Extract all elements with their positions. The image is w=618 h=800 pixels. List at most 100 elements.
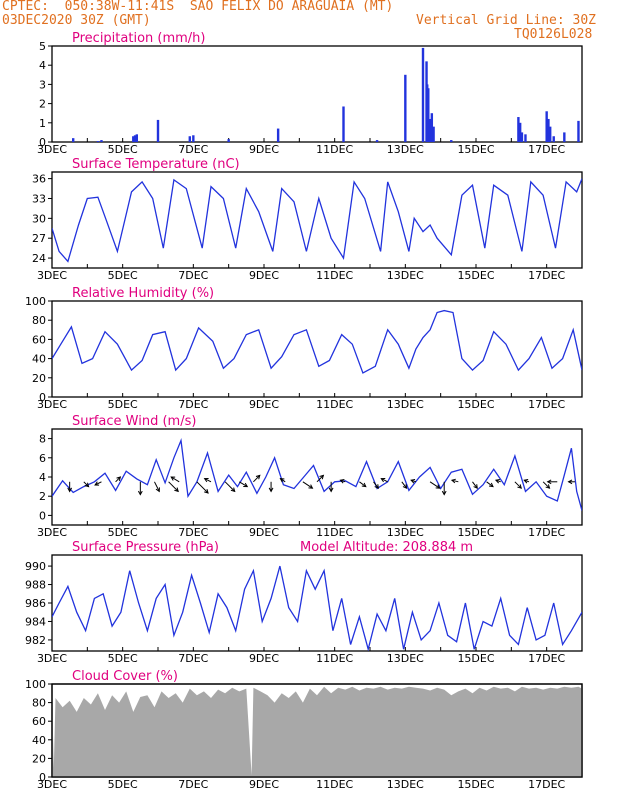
precip-bar xyxy=(427,88,430,142)
panel-title: Surface Temperature (nC) xyxy=(72,157,240,172)
y-tick-label: 4 xyxy=(39,471,46,484)
x-tick-label: 3DEC xyxy=(37,652,67,665)
wind-arrow-head xyxy=(435,484,441,489)
x-tick-label: 11DEC xyxy=(316,398,353,411)
wind-arrow-head xyxy=(174,487,179,493)
wind-arrow xyxy=(196,481,209,494)
panel-frame xyxy=(51,428,583,526)
y-tick-label: 6 xyxy=(39,452,46,465)
wind-arrow xyxy=(253,475,261,483)
wind-arrow xyxy=(486,481,494,488)
precip-bar xyxy=(133,135,137,142)
wind-arrow-head xyxy=(268,487,274,493)
x-tick-label: 13DEC xyxy=(387,778,424,791)
y-tick-label: 5 xyxy=(39,40,46,53)
wind-arrow-head xyxy=(523,478,529,484)
x-tick-label: 15DEC xyxy=(457,652,494,665)
x-tick-label: 7DEC xyxy=(178,526,208,539)
y-tick-label: 100 xyxy=(25,295,46,308)
y-tick-label: 27 xyxy=(32,232,46,245)
y-tick-label: 40 xyxy=(32,353,46,366)
wind-arrow-head xyxy=(67,487,73,493)
x-tick-label: 15DEC xyxy=(457,269,494,282)
series-line-wind xyxy=(52,437,582,511)
x-tick-label: 11DEC xyxy=(316,652,353,665)
y-tick-label: 0 xyxy=(39,391,46,404)
y-tick-label: 988 xyxy=(25,579,46,592)
wind-arrow-head xyxy=(494,478,500,484)
precip-bar xyxy=(192,135,195,142)
y-tick-label: 986 xyxy=(25,597,46,610)
wind-arrow xyxy=(94,481,102,486)
wind-arrow-head xyxy=(374,484,379,490)
series-line-temp xyxy=(52,178,582,263)
panel-cloud: Cloud Cover (%) 0 20 40 60 80 100 3DEC 5DEC 7DEC 9… xyxy=(25,669,583,791)
wind-arrow-head xyxy=(243,482,249,488)
precip-bar xyxy=(72,138,75,142)
x-tick-label: 3DEC xyxy=(37,398,67,411)
y-tick-label: 24 xyxy=(32,252,46,265)
panel-extra-label: Model Altitude: 208.884 m xyxy=(300,540,473,555)
y-tick-label: 100 xyxy=(25,678,46,691)
x-tick-label: 3DEC xyxy=(37,526,67,539)
panel-title: Relative Humidity (%) xyxy=(72,286,214,301)
y-tick-label: 20 xyxy=(32,372,46,385)
wind-arrow-head xyxy=(203,477,209,483)
precip-bar xyxy=(545,111,548,142)
precip-bar xyxy=(450,140,453,142)
header-station: CPTEC: 050:38W-11:41S SAO FELIX DO ARAGU… xyxy=(2,0,394,14)
x-tick-label: 11DEC xyxy=(316,526,353,539)
wind-arrow-head xyxy=(170,476,176,481)
wind-arrow-head xyxy=(361,482,367,488)
wind-arrow xyxy=(239,481,248,488)
panel-frame xyxy=(51,554,583,652)
series-line-pres xyxy=(52,565,582,651)
header-run-time: 03DEC2020 30Z (GMT) xyxy=(2,13,151,28)
wind-arrow xyxy=(542,481,550,489)
precip-bar xyxy=(342,106,345,142)
x-tick-label: 5DEC xyxy=(108,269,138,282)
wind-arrow-head xyxy=(402,484,408,490)
x-tick-label: 7DEC xyxy=(178,143,208,156)
panel-title: Surface Pressure (hPa) xyxy=(72,540,219,555)
y-tick-label: 8 xyxy=(39,433,46,446)
panel-temp: Surface Temperature (nC) 24 27 30 33 36 3DEC 5D… xyxy=(32,157,583,282)
x-tick-label: 17DEC xyxy=(528,143,565,156)
x-tick-label: 15DEC xyxy=(457,143,494,156)
precip-bar xyxy=(563,132,566,142)
y-tick-label: 33 xyxy=(32,192,46,205)
y-tick-label: 0 xyxy=(39,771,46,784)
y-tick-label: 3 xyxy=(39,78,46,91)
precip-bar xyxy=(135,134,138,142)
wind-arrow xyxy=(316,475,324,483)
x-tick-label: 17DEC xyxy=(528,398,565,411)
x-tick-label: 11DEC xyxy=(316,269,353,282)
panel-wind: Surface Wind (m/s) 0 2 4 6 8 3DEC 5DEC 7DEC 9DEC 1… xyxy=(37,414,583,539)
x-tick-label: 3DEC xyxy=(37,269,67,282)
wind-arrow-head xyxy=(546,479,552,485)
wind-arrow-head xyxy=(84,482,90,488)
wind-arrow xyxy=(359,481,367,488)
y-tick-label: 30 xyxy=(32,212,46,225)
wind-arrow xyxy=(451,479,459,483)
x-tick-label: 9DEC xyxy=(249,526,279,539)
wind-arrow xyxy=(472,481,478,489)
precip-bar xyxy=(517,117,520,142)
x-tick-label: 5DEC xyxy=(108,526,138,539)
wind-arrow xyxy=(168,481,179,492)
x-tick-label: 9DEC xyxy=(249,269,279,282)
x-tick-label: 13DEC xyxy=(387,269,424,282)
y-tick-label: 60 xyxy=(32,333,46,346)
precip-bar xyxy=(96,141,100,142)
x-tick-label: 17DEC xyxy=(528,652,565,665)
x-tick-label: 11DEC xyxy=(316,778,353,791)
y-tick-label: 0 xyxy=(39,509,46,522)
precip-bar xyxy=(156,119,160,142)
x-tick-label: 9DEC xyxy=(249,398,279,411)
x-tick-label: 7DEC xyxy=(178,269,208,282)
y-tick-label: 80 xyxy=(32,697,46,710)
precip-bar xyxy=(430,113,434,142)
y-tick-label: 4 xyxy=(39,59,46,72)
x-tick-label: 15DEC xyxy=(457,398,494,411)
precip-bar xyxy=(188,136,191,142)
